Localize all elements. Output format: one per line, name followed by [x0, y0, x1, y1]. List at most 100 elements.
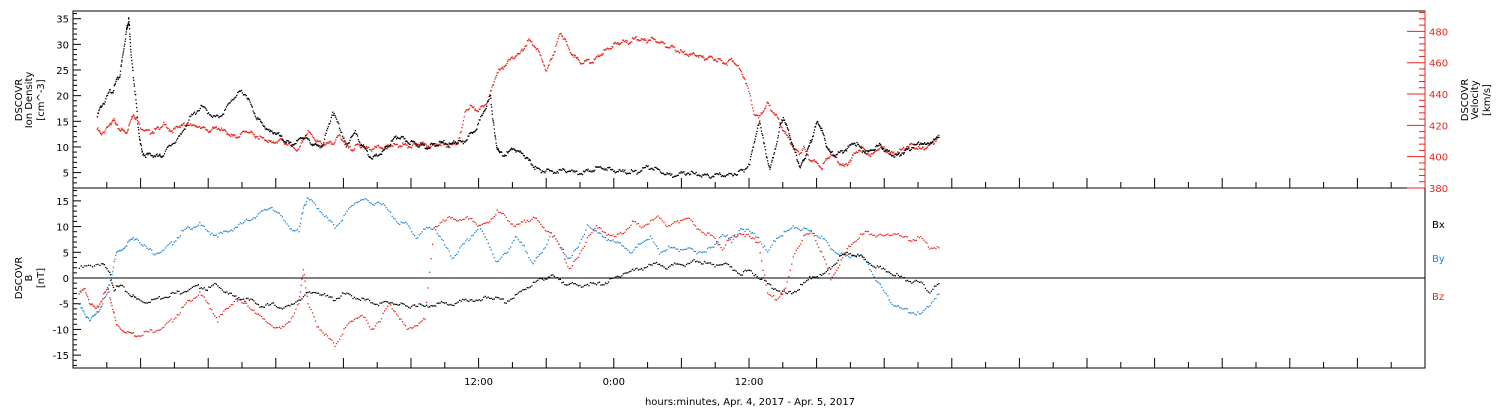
velocity-point	[465, 110, 467, 112]
velocity-point	[299, 146, 301, 148]
by-point	[483, 233, 485, 235]
density-point	[763, 142, 765, 144]
bx-point	[800, 283, 802, 286]
density-point	[230, 100, 232, 102]
velocity-point	[589, 62, 592, 64]
bz-point	[178, 314, 180, 316]
bx-point	[250, 298, 252, 300]
velocity-point	[296, 150, 299, 152]
by-point	[223, 230, 225, 233]
density-point	[798, 162, 800, 164]
by-point	[818, 236, 820, 238]
bz-point	[690, 219, 692, 221]
density-point	[922, 143, 924, 145]
by-point	[882, 289, 884, 292]
velocity-point	[788, 136, 790, 138]
bz-point	[155, 330, 157, 332]
bx-point	[167, 296, 169, 299]
bz-point	[571, 265, 573, 267]
by-point	[819, 237, 821, 239]
bx-point	[825, 271, 827, 273]
bx-point	[609, 278, 611, 280]
bz-point	[588, 235, 590, 237]
velocity-point	[412, 143, 414, 145]
density-point	[936, 136, 938, 138]
velocity-point	[746, 83, 748, 85]
bz-point	[303, 274, 305, 276]
velocity-point	[253, 134, 255, 136]
density-point	[912, 147, 914, 149]
velocity-point	[750, 99, 752, 102]
velocity-point	[339, 135, 341, 137]
by-point	[263, 208, 266, 211]
density-point	[810, 141, 812, 143]
bz-point	[785, 287, 787, 289]
velocity-point	[151, 131, 154, 133]
velocity-point	[898, 151, 900, 154]
by-point	[146, 247, 148, 249]
bx-point	[571, 281, 573, 284]
bz-point	[340, 335, 342, 337]
by-point	[448, 250, 450, 252]
density-point	[569, 170, 571, 173]
bz-point	[409, 326, 411, 329]
bx-point	[490, 297, 492, 299]
by-point	[699, 251, 701, 253]
bx-point	[732, 269, 734, 271]
by-point	[663, 250, 665, 252]
by-point	[813, 232, 815, 234]
density-point	[141, 150, 143, 152]
by-point	[459, 247, 461, 249]
bz-point	[893, 233, 895, 235]
velocity-point	[329, 140, 332, 142]
density-point	[637, 172, 639, 174]
bz-point	[102, 298, 104, 300]
velocity-point	[385, 144, 387, 147]
velocity-point	[271, 141, 273, 144]
density-point	[923, 143, 925, 145]
density-point	[183, 128, 185, 130]
density-point	[818, 124, 820, 126]
velocity-point	[926, 146, 928, 148]
density-point	[382, 149, 384, 152]
velocity-point	[917, 148, 919, 151]
bx-point	[185, 291, 187, 293]
bz-point	[929, 248, 931, 250]
velocity-point	[185, 124, 187, 126]
bx-point	[478, 299, 480, 301]
bx-point	[720, 264, 722, 266]
density-point	[372, 156, 374, 158]
density-point	[196, 110, 198, 112]
density-point	[326, 127, 329, 130]
by-point	[589, 227, 592, 229]
velocity-point	[640, 39, 642, 41]
density-point	[866, 150, 869, 152]
velocity-point	[371, 148, 374, 150]
density-point	[497, 148, 500, 150]
bz-point	[220, 314, 222, 316]
bz-point	[582, 247, 584, 249]
by-point	[399, 223, 401, 226]
bz-point	[454, 218, 456, 221]
by-point	[397, 222, 399, 225]
bz-point	[356, 317, 359, 319]
bz-point	[645, 224, 647, 226]
velocity-point	[380, 147, 382, 149]
velocity-point	[767, 102, 770, 104]
by-point	[107, 287, 109, 290]
velocity-point	[139, 127, 142, 129]
velocity-point	[803, 147, 806, 149]
velocity-point	[712, 59, 715, 61]
density-point	[402, 136, 404, 138]
velocity-point	[561, 35, 563, 37]
velocity-point	[812, 160, 814, 162]
density-point	[672, 176, 675, 178]
density-point	[399, 138, 401, 140]
velocity-point	[129, 122, 131, 124]
density-point	[439, 141, 441, 144]
bz-point	[604, 231, 607, 234]
bx-point	[929, 292, 931, 294]
velocity-point	[815, 160, 817, 162]
velocity-point	[596, 56, 598, 58]
by-point	[164, 247, 166, 249]
